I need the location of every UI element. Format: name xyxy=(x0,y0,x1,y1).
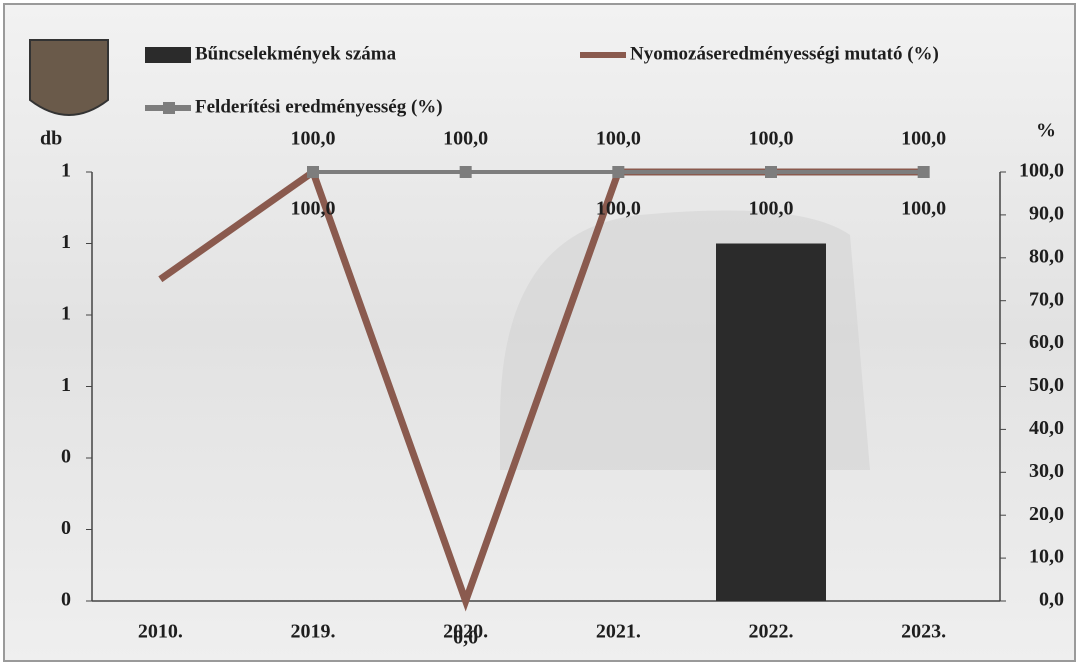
y2-tick-label: 20,0 xyxy=(1029,503,1064,525)
y-tick-label: 1 xyxy=(61,231,71,253)
x-tick-label: 2023. xyxy=(901,621,946,643)
y2-tick-label: 100,0 xyxy=(1019,160,1064,182)
y2-tick-label: 50,0 xyxy=(1029,374,1064,396)
logo xyxy=(30,40,108,115)
data-label: 100,0 xyxy=(749,128,794,150)
y2-axis-label: % xyxy=(1036,120,1056,142)
legend-label: Nyomozáseredményességi mutató (%) xyxy=(630,43,939,64)
x-tick-label: 2010. xyxy=(138,621,183,643)
y-tick-label: 0 xyxy=(61,589,71,611)
data-label: 100,0 xyxy=(901,198,946,220)
y-tick-label: 1 xyxy=(61,160,71,182)
data-label: 100,0 xyxy=(596,198,641,220)
legend-label: Felderítési eredményesség (%) xyxy=(195,96,443,117)
marker xyxy=(612,166,624,178)
data-label: 100,0 xyxy=(291,128,336,150)
chart: db % 00011110,010,020,030,040,050,060,07… xyxy=(0,0,1079,665)
data-label: 100,0 xyxy=(596,128,641,150)
marker xyxy=(460,166,472,178)
y-tick-label: 1 xyxy=(61,374,71,396)
y2-tick-label: 80,0 xyxy=(1029,245,1064,267)
y2-tick-label: 0,0 xyxy=(1039,589,1064,611)
marker xyxy=(307,166,319,178)
y-tick-label: 0 xyxy=(61,517,71,539)
marker xyxy=(918,166,930,178)
data-label: 100,0 xyxy=(901,128,946,150)
y2-tick-label: 90,0 xyxy=(1029,202,1064,224)
y-axis-label: db xyxy=(40,128,62,150)
marker xyxy=(765,166,777,178)
x-tick-label: 2022. xyxy=(749,621,794,643)
y-tick-label: 0 xyxy=(61,446,71,468)
legend-swatch xyxy=(145,47,191,63)
data-label: 100,0 xyxy=(443,128,488,150)
data-label: 100,0 xyxy=(291,198,336,220)
data-label: 100,0 xyxy=(749,198,794,220)
y2-tick-label: 70,0 xyxy=(1029,288,1064,310)
x-tick-label: 2019. xyxy=(291,621,336,643)
x-tick-label: 2021. xyxy=(596,621,641,643)
y-tick-label: 1 xyxy=(61,303,71,325)
y2-tick-label: 10,0 xyxy=(1029,546,1064,568)
y2-tick-label: 30,0 xyxy=(1029,460,1064,482)
legend-marker xyxy=(163,102,175,114)
legend-label: Bűncselekmények száma xyxy=(195,43,397,64)
y2-tick-label: 60,0 xyxy=(1029,331,1064,353)
data-label: 0,0 xyxy=(453,627,478,649)
y2-tick-label: 40,0 xyxy=(1029,417,1064,439)
bar xyxy=(716,244,826,602)
